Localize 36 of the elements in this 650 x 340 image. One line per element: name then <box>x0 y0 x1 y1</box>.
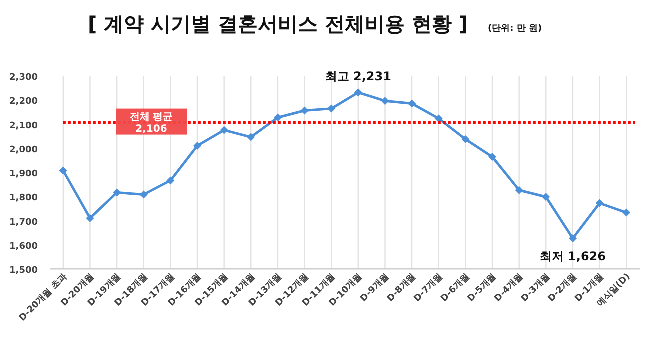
y-tick-label: 1,700 <box>10 218 38 228</box>
y-tick-label: 1,500 <box>10 266 38 276</box>
point <box>488 153 496 162</box>
point <box>354 88 362 97</box>
chart-title: [ 계약 시기별 결혼서비스 전체비용 현황 ] <box>88 12 468 36</box>
y-tick-label: 2,300 <box>10 73 38 83</box>
point <box>247 133 256 142</box>
point <box>194 142 202 150</box>
y-tick-label: 2,100 <box>10 121 38 132</box>
point <box>381 97 390 106</box>
point <box>300 106 309 115</box>
y-tick-label: 1,600 <box>10 242 38 252</box>
point <box>274 114 282 122</box>
y-tick-label: 2,200 <box>10 97 38 108</box>
annotation: 최고 2,231 <box>325 70 392 84</box>
point <box>596 199 604 208</box>
point <box>462 135 470 144</box>
point <box>408 100 416 108</box>
annotation: 최저 1,626 <box>540 250 606 264</box>
point <box>515 186 524 194</box>
ref-line-label: 전체 평균 2,106 <box>130 112 174 135</box>
point <box>568 234 577 243</box>
point <box>220 126 228 134</box>
point <box>542 193 550 202</box>
point <box>113 188 122 197</box>
y-tick-label: 2,000 <box>10 145 38 156</box>
chart-subtitle: (단위: 만 원) <box>488 24 542 34</box>
y-tick-label: 1,800 <box>10 194 38 204</box>
point <box>328 104 336 113</box>
point <box>434 114 443 123</box>
point <box>166 176 175 185</box>
point <box>59 166 68 175</box>
point <box>86 214 94 222</box>
y-tick-label: 1,900 <box>10 170 38 180</box>
point <box>622 208 631 217</box>
point <box>140 190 148 199</box>
